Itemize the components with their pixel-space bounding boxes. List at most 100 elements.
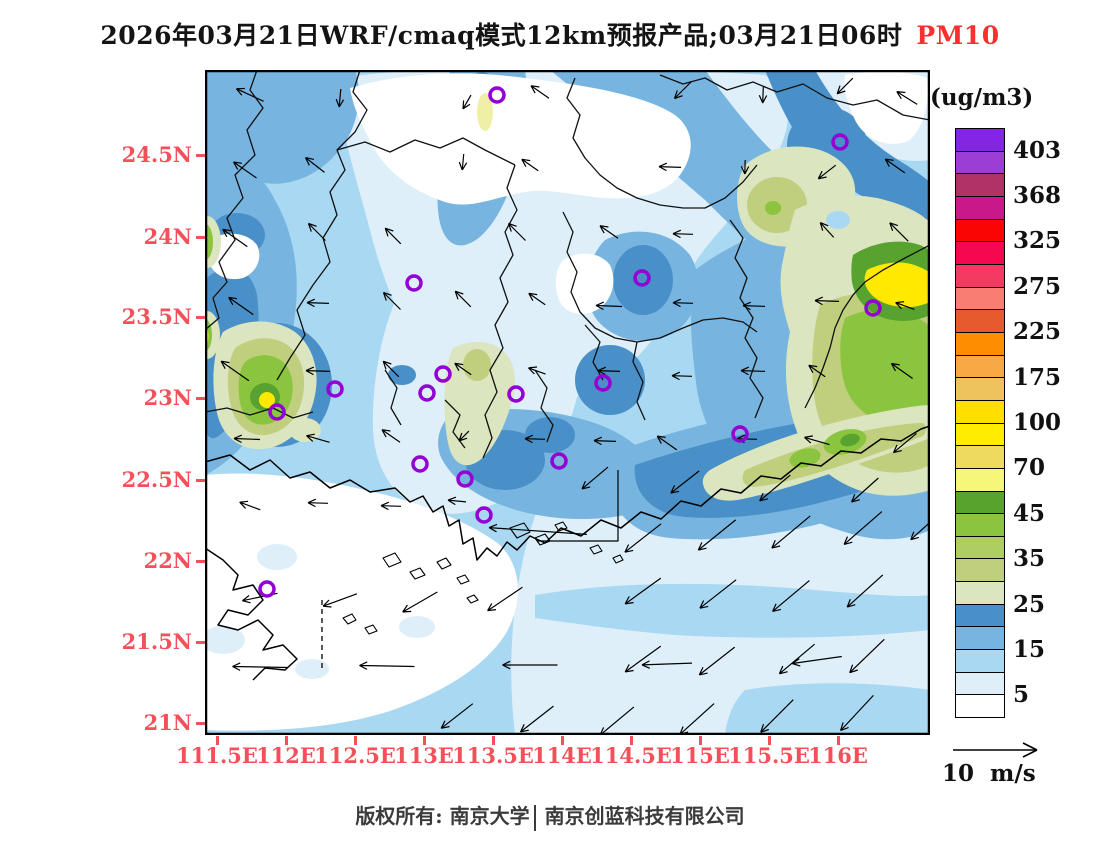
lon-tick-label: 111.5E — [176, 743, 258, 768]
wind-arrow — [740, 159, 750, 175]
copyright-left: 版权所有: 南京大学 — [355, 804, 530, 828]
wind-arrow — [742, 301, 766, 311]
wind-arrow — [760, 699, 794, 733]
lat-tick — [196, 154, 205, 157]
lon-tick — [492, 736, 495, 745]
station-marker — [475, 506, 493, 524]
wind-arrow — [447, 496, 467, 506]
wind-arrow — [889, 222, 909, 242]
lon-tick-label: 112.5E — [314, 743, 396, 768]
copyright-footer: 版权所有: 南京大学 南京创蓝科技有限公司 — [0, 800, 1100, 831]
colorbar-label: 25 — [1013, 590, 1046, 618]
lat-tick-label: 23.5N — [121, 304, 192, 329]
wind-arrow — [819, 222, 835, 238]
hongkong-domain-box — [537, 470, 619, 542]
wind-arrow — [458, 153, 468, 171]
lat-tick-label: 21.5N — [121, 629, 192, 654]
colorbar-label: 5 — [1013, 681, 1030, 709]
lon-tick — [423, 736, 426, 745]
station-marker — [456, 470, 474, 488]
colorbar-segment — [955, 559, 1005, 583]
lat-tick — [196, 397, 205, 400]
wind-arrow — [440, 703, 474, 729]
wind-arrow — [528, 366, 546, 375]
wind-arrow — [306, 298, 330, 308]
wind-arrow — [382, 291, 401, 310]
wind-arrow — [843, 511, 883, 545]
colorbar-segment — [955, 196, 1005, 220]
lon-tick — [768, 736, 771, 745]
station-marker — [434, 365, 452, 383]
colorbar-segment — [955, 332, 1005, 356]
wind-arrow — [672, 298, 694, 308]
wind-arrow — [381, 429, 401, 443]
colorbar-segment — [955, 468, 1005, 492]
wind-arrow — [817, 164, 837, 180]
lat-tick — [196, 236, 205, 239]
wind-arrow — [697, 519, 737, 551]
wind-arrow — [597, 366, 621, 376]
station-marker — [831, 133, 849, 151]
station-marker — [405, 274, 423, 292]
lon-tick-label: 115.5E — [728, 743, 810, 768]
lat-tick-label: 23N — [143, 385, 192, 410]
wind-arrow — [233, 434, 261, 444]
wind-arrow — [593, 436, 617, 446]
colorbar-segment — [955, 695, 1005, 719]
lat-tick-label: 22.5N — [121, 467, 192, 492]
wind-arrow — [530, 85, 550, 99]
wind-arrow — [624, 577, 662, 605]
wind-arrow — [359, 661, 415, 670]
wind-arrow — [454, 290, 472, 308]
wind-arrow — [488, 523, 587, 535]
colorbar-label: 275 — [1013, 272, 1062, 300]
contour-fill-layer — [205, 70, 930, 735]
lon-tick-label: 116E — [808, 743, 868, 768]
station-marker — [594, 374, 612, 392]
page-title: 2026年03月21日WRF/cmaq模式12km预报产品;03月21日06时 P… — [0, 16, 1100, 52]
lon-tick-label: 114.5E — [590, 743, 672, 768]
colorbar-segment — [955, 514, 1005, 537]
lon-tick — [354, 736, 357, 745]
lon-tick — [216, 736, 219, 745]
wind-arrow — [599, 225, 619, 239]
colorbar-label: 35 — [1013, 545, 1046, 573]
colorbar-segment — [955, 672, 1005, 696]
lon-tick — [285, 736, 288, 745]
wind-arrow — [808, 364, 826, 378]
wind-arrow — [890, 362, 913, 379]
wind-arrow — [502, 660, 558, 670]
colorbar-segment — [955, 151, 1005, 175]
colorbar-segment — [955, 264, 1005, 288]
station-marker — [550, 452, 568, 470]
wind-arrow — [581, 466, 609, 490]
station-marker — [268, 403, 286, 421]
wind-arrow — [507, 222, 526, 241]
wind-arrow — [836, 77, 854, 95]
colorbar-label: 403 — [1013, 136, 1062, 164]
wind-arrow — [454, 362, 472, 376]
station-marker — [633, 269, 651, 287]
lon-tick — [699, 736, 702, 745]
wind-arrow — [322, 593, 358, 608]
forecast-map — [205, 70, 930, 735]
wind-arrow — [239, 500, 261, 511]
station-marker — [411, 455, 429, 473]
colorbar-segment — [955, 582, 1005, 605]
wind-arrow — [462, 94, 472, 110]
wind-arrow — [671, 371, 693, 381]
wind-arrow — [595, 301, 623, 311]
lon-tick-label: 113E — [394, 743, 454, 768]
lon-tick — [630, 736, 633, 745]
colorbar-segment — [955, 219, 1005, 243]
lat-tick — [196, 316, 205, 319]
station-marker — [326, 380, 344, 398]
wind-arrow — [884, 158, 906, 174]
wind-arrow-layer — [220, 77, 930, 735]
wind-arrow — [307, 222, 326, 241]
wind-arrow — [222, 228, 248, 248]
colorbar-segment — [955, 287, 1005, 311]
wind-arrow — [624, 523, 662, 553]
wind-arrow — [896, 91, 918, 105]
